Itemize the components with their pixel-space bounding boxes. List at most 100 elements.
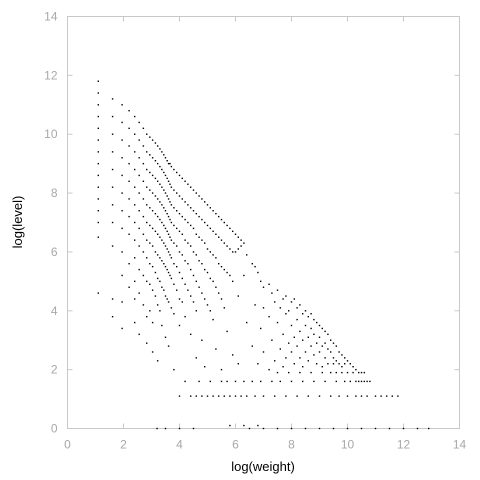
data-point — [121, 274, 123, 277]
data-point — [173, 168, 175, 171]
data-point — [346, 371, 349, 374]
data-point — [338, 351, 340, 353]
data-point — [167, 233, 170, 235]
data-point — [134, 115, 136, 118]
data-point — [212, 230, 214, 233]
data-point — [192, 189, 195, 191]
data-point — [138, 227, 140, 230]
data-point — [363, 371, 365, 374]
data-point — [195, 357, 197, 359]
data-point — [173, 283, 175, 285]
data-point — [195, 280, 197, 283]
data-point — [187, 263, 189, 265]
data-point — [285, 357, 287, 359]
data-point — [335, 380, 337, 383]
data-point — [176, 289, 178, 291]
data-point — [209, 207, 211, 209]
data-point — [187, 183, 189, 185]
data-point — [163, 207, 165, 209]
data-point — [212, 318, 214, 321]
data-point — [330, 339, 332, 341]
data-point — [154, 212, 157, 215]
data-point — [159, 280, 161, 283]
data-point — [209, 251, 211, 253]
data-point — [324, 342, 326, 344]
data-point — [170, 221, 173, 224]
data-point — [268, 283, 270, 285]
data-point — [128, 109, 130, 112]
data-point — [218, 236, 220, 238]
data-point — [299, 371, 301, 374]
data-point — [170, 257, 173, 259]
data-point — [302, 380, 304, 383]
data-point — [229, 248, 231, 250]
data-point — [163, 263, 165, 265]
data-point — [260, 380, 262, 383]
data-point — [206, 224, 209, 227]
data-point — [111, 115, 114, 118]
data-point — [195, 254, 197, 256]
data-point — [167, 198, 170, 200]
data-point — [166, 160, 168, 162]
data-point — [251, 380, 253, 383]
data-point — [206, 248, 209, 250]
data-point — [223, 221, 225, 224]
data-point — [223, 268, 225, 271]
data-point — [276, 371, 279, 374]
data-point — [167, 180, 170, 182]
data-point — [254, 395, 256, 397]
data-point — [240, 239, 242, 241]
data-point — [318, 324, 321, 327]
data-point — [142, 145, 145, 147]
data-point — [156, 162, 159, 165]
data-point — [111, 168, 114, 171]
data-point — [237, 295, 239, 297]
data-point — [138, 139, 140, 141]
data-point — [184, 315, 186, 318]
data-point — [360, 427, 363, 430]
data-point — [279, 348, 281, 350]
data-point — [192, 227, 195, 230]
data-point — [243, 380, 245, 383]
data-point — [111, 204, 114, 206]
data-point — [154, 142, 157, 144]
data-point — [134, 186, 136, 188]
data-point — [282, 366, 284, 368]
data-point — [167, 345, 170, 347]
data-point — [138, 245, 140, 247]
data-point — [268, 368, 270, 371]
data-point — [142, 304, 145, 306]
data-point — [159, 310, 161, 312]
data-point — [316, 363, 318, 365]
data-point — [178, 251, 181, 253]
data-point — [173, 368, 175, 371]
data-point — [169, 183, 171, 185]
data-point — [215, 286, 217, 288]
data-point — [220, 218, 223, 221]
data-point — [209, 380, 211, 383]
data-point — [274, 301, 276, 303]
data-point — [374, 427, 377, 430]
data-point — [355, 380, 357, 383]
data-point — [167, 215, 170, 218]
data-point — [190, 207, 192, 209]
data-point — [276, 427, 279, 430]
data-point — [97, 174, 99, 177]
data-point — [352, 366, 354, 368]
data-point — [121, 139, 123, 141]
data-point — [121, 104, 123, 106]
data-point — [138, 192, 140, 194]
data-point — [164, 210, 167, 212]
data-point — [366, 380, 368, 383]
data-point — [164, 245, 167, 247]
data-point — [149, 224, 151, 227]
data-point — [156, 360, 159, 362]
data-point — [316, 321, 318, 324]
data-point — [138, 333, 140, 336]
data-point — [346, 427, 349, 430]
data-point — [257, 363, 259, 365]
data-point — [313, 354, 315, 356]
data-point — [178, 174, 181, 177]
y-tick-labels: 0 2 4 6 8 10 12 14 — [44, 10, 58, 436]
data-point — [330, 351, 332, 353]
